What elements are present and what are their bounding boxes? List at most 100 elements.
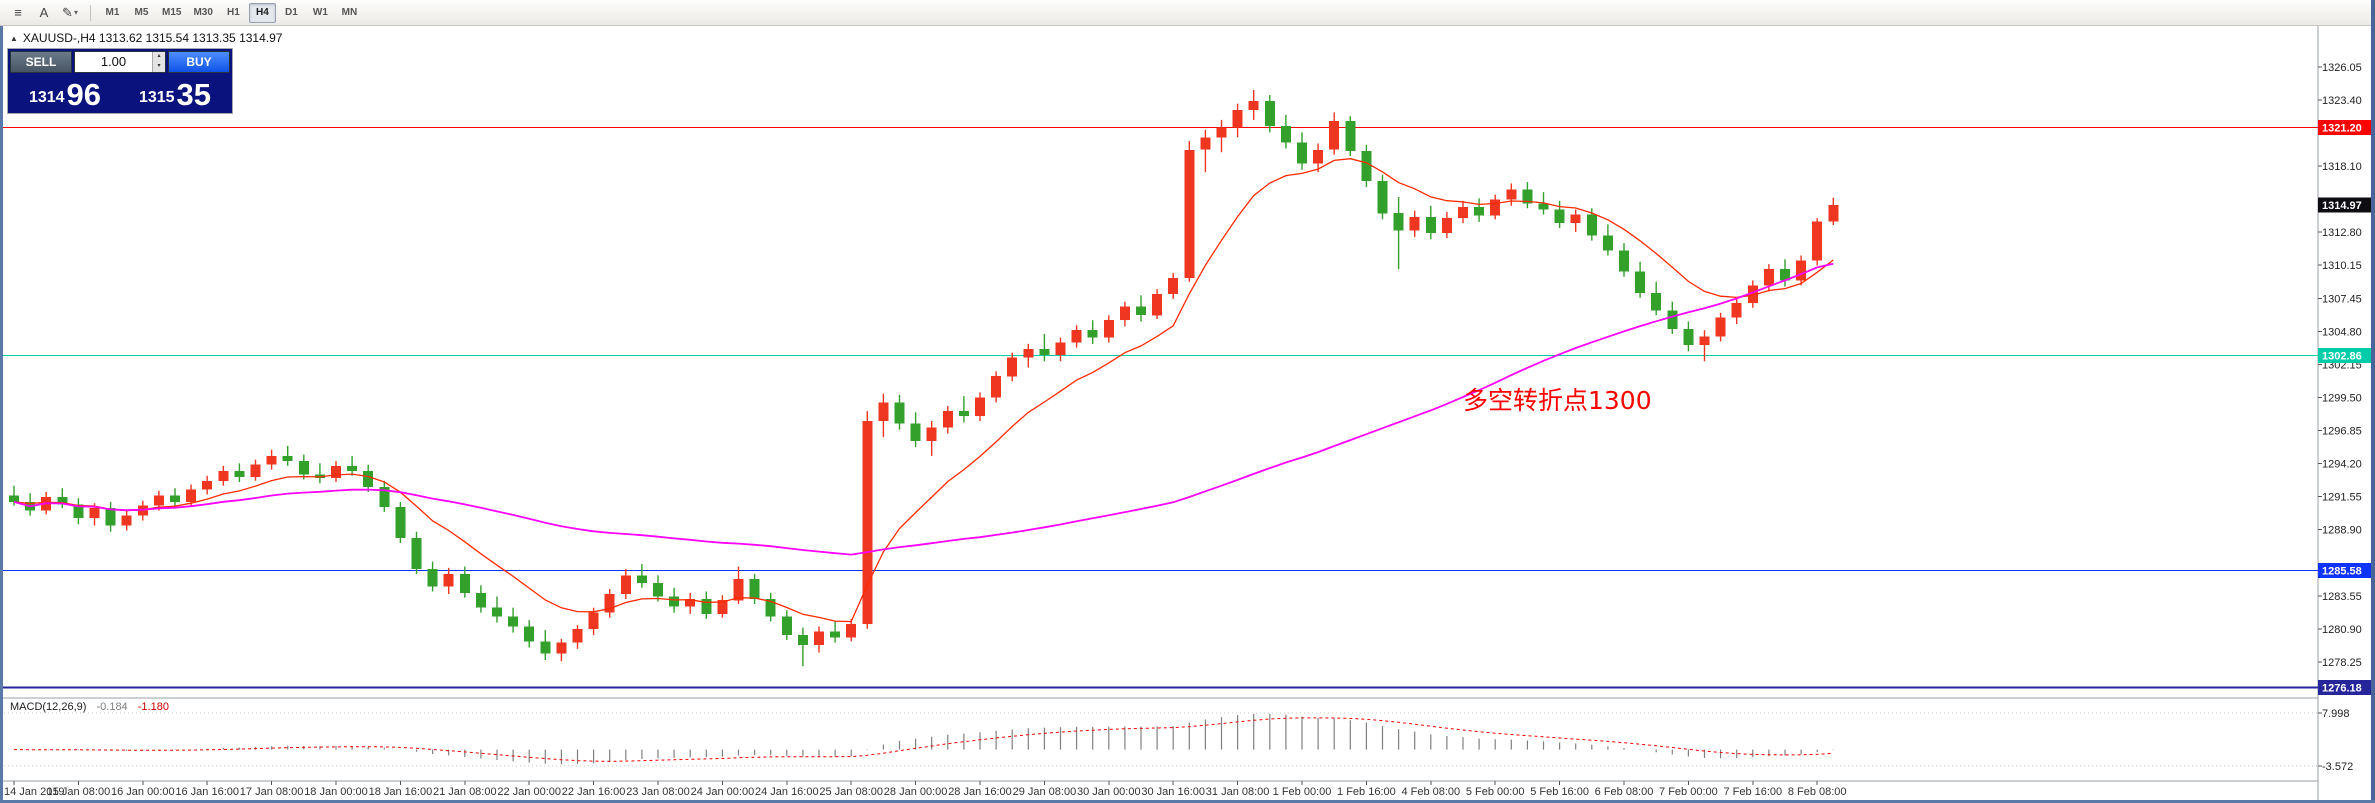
price-tag (2318, 563, 2372, 579)
candle-body (234, 470, 245, 477)
candle-body (1184, 149, 1195, 278)
lot-size-field[interactable]: 1.00 ▴ ▾ (74, 51, 166, 73)
candle-body (620, 575, 631, 594)
price-tag-label: 1314.97 (2322, 200, 2362, 212)
candle-body (475, 592, 486, 608)
price-axis-label: 1294.20 (2322, 458, 2362, 470)
timeframe-button-MN[interactable]: MN (341, 7, 358, 18)
candle-body (1667, 310, 1678, 329)
candle-body (653, 582, 663, 597)
time-axis-label: 18 Jan 16:00 (369, 786, 433, 798)
time-axis-label: 5 Feb 16:00 (1530, 786, 1589, 798)
price-axis-label: 1291.55 (2322, 491, 2362, 503)
time-axis-label: 30 Jan 00:00 (1077, 786, 1141, 798)
timeframe-button-H4[interactable]: H4 (248, 2, 276, 23)
time-axis-label: 28 Jan 00:00 (884, 786, 948, 798)
timeframe-buttons: M1 M5 M15 M30 H1 H4 D1 W1 MN (99, 2, 363, 23)
candle-body (1796, 260, 1807, 281)
candle-body (797, 635, 808, 646)
sell-button[interactable]: SELL (10, 51, 72, 73)
candle-body (1136, 306, 1146, 316)
price-axis-label: 1304.80 (2322, 326, 2362, 338)
buy-button[interactable]: BUY (168, 51, 230, 73)
candle-body (1200, 137, 1211, 150)
price-tag (2318, 680, 2372, 696)
one-click-collapse-icon[interactable]: ▲ (10, 33, 18, 43)
menu-icon[interactable]: ≡ (14, 5, 22, 20)
candle-body (733, 579, 744, 601)
macd-main-value: -0.184 (96, 701, 128, 713)
candle-body (1039, 348, 1050, 356)
candle-body (1007, 357, 1018, 377)
chart-annotation[interactable]: 多空转折点1300 (1463, 386, 1652, 415)
candle-body (1780, 269, 1790, 281)
candle-body (1297, 142, 1307, 164)
buy-price-fraction: 35 (176, 77, 212, 112)
candle-body (1812, 221, 1823, 261)
price-axis-label: 1278.25 (2322, 657, 2362, 669)
draw-tool-icon[interactable]: ✎ ▾ (58, 3, 82, 23)
timeframe-button-M5[interactable]: M5 (134, 7, 149, 18)
candle-body (749, 579, 760, 599)
time-axis-label: 1 Feb 16:00 (1337, 786, 1396, 798)
price-axis-label: 1296.85 (2322, 425, 2362, 437)
candle-body (121, 515, 132, 526)
candle-body (186, 489, 197, 502)
ohlc-text: XAUUSD-,H4 1313.62 1315.54 1313.35 1314.… (22, 31, 283, 45)
sell-price-display[interactable]: 1314 96 (10, 75, 120, 111)
time-axis-label: 25 Jan 08:00 (819, 786, 883, 798)
sell-price-fraction: 96 (66, 77, 102, 112)
horizontal-lines[interactable] (0, 126, 2318, 689)
time-axis-label: 14 Jan 2019 (4, 786, 65, 798)
price-axis-label: 1310.15 (2322, 260, 2362, 272)
price-axis[interactable]: 1326.05 1323.40 1318.10 1312.80 1310.15 1307.… (2318, 62, 2362, 773)
price-axis-label: 1288.90 (2322, 524, 2362, 536)
text-tool-icon[interactable]: A (39, 5, 49, 20)
candle-body (1506, 189, 1517, 200)
candle-body (1554, 209, 1565, 224)
candle-body (1441, 218, 1452, 234)
macd-signal-line (13, 717, 1834, 762)
timeframe-button-D1[interactable]: D1 (285, 7, 298, 18)
candle-body (1264, 101, 1275, 127)
timeframe-button-M1[interactable]: M1 (105, 7, 120, 18)
buy-price-display[interactable]: 1315 35 (120, 75, 230, 111)
candle-body (1377, 180, 1388, 214)
timeframe-button-H1[interactable]: H1 (227, 7, 240, 18)
candle-body (1586, 214, 1597, 236)
candle-body (508, 616, 519, 627)
price-axis-label: 1280.90 (2322, 624, 2362, 636)
candle-body (1699, 336, 1710, 346)
lot-increase-button[interactable]: ▴ (153, 52, 165, 62)
time-axis-label: 16 Jan 00:00 (111, 786, 175, 798)
time-axis-label: 7 Feb 16:00 (1723, 786, 1782, 798)
candle-body (1731, 302, 1742, 318)
price-tag-label: 1285.58 (2322, 566, 2362, 578)
timeframe-button-M30[interactable]: M30 (193, 7, 213, 18)
price-tag-label: 1276.18 (2322, 683, 2362, 695)
time-axis-label: 17 Jan 08:00 (240, 786, 304, 798)
sma60-line (13, 262, 1834, 556)
candle-body (282, 455, 293, 461)
timeframe-button-W1[interactable]: W1 (312, 7, 328, 18)
candle-body (556, 642, 567, 654)
candle-body (153, 495, 164, 506)
time-axis-label: 6 Feb 08:00 (1595, 786, 1654, 798)
price-chart[interactable]: 多空转折点1300 1326.05 1323.40 1318.10 1312.80 131… (0, 26, 2375, 803)
candle-body (1747, 285, 1758, 303)
timeframe-button-M15[interactable]: M15 (162, 7, 182, 18)
candle-body (1409, 217, 1420, 231)
candle-body (588, 612, 599, 629)
time-axis-label: 22 Jan 00:00 (497, 786, 561, 798)
price-tag (2318, 197, 2372, 213)
lot-decrease-button[interactable]: ▾ (153, 62, 165, 72)
macd-label: MACD(12,26,9) (10, 701, 87, 713)
candle-body (1023, 348, 1034, 358)
chart-frame (0, 26, 2319, 803)
macd-indicator (0, 712, 2318, 767)
macd-scale-label: 7.998 (2322, 708, 2350, 720)
lot-size-value[interactable]: 1.00 (100, 54, 127, 69)
sell-price-main: 1314 (28, 89, 65, 106)
candle-body (411, 538, 422, 570)
